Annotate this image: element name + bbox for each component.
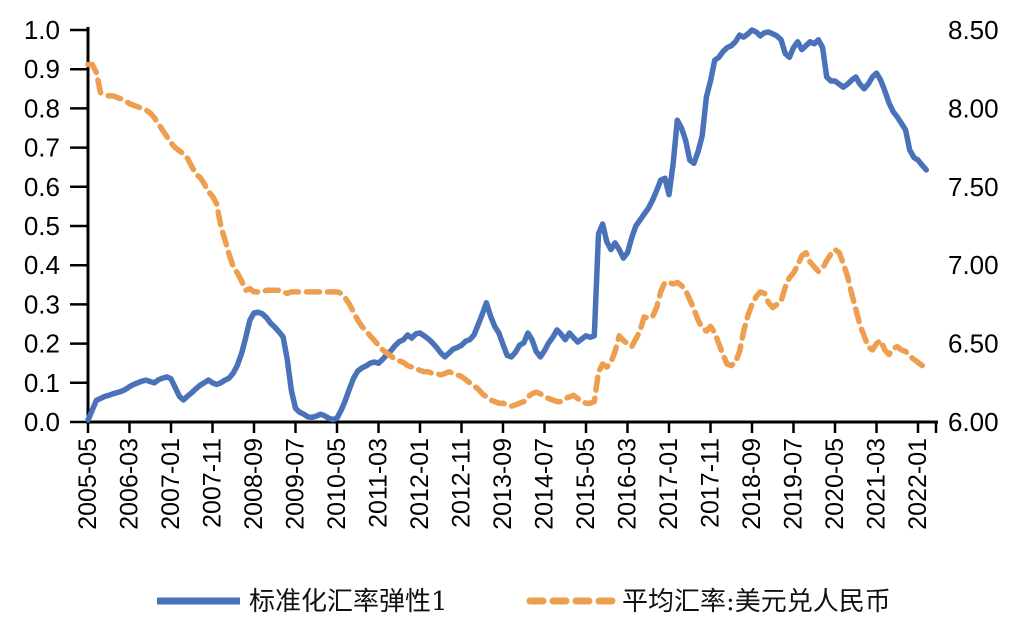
- y-right-tick-label: 8.50: [948, 15, 999, 45]
- axes: [70, 27, 938, 433]
- y-axis-left-labels: 0.0 0.1 0.2 0.3 0.4 0.5 0.6 0.7 0.8 0.9 1.0: [24, 15, 60, 437]
- x-tick-label: 2020-05: [821, 438, 849, 530]
- x-tick-label: 2005-05: [74, 438, 102, 530]
- x-tick-label: 2016-03: [614, 438, 642, 530]
- x-tick-label: 2013-09: [489, 438, 517, 530]
- series-lines: [85, 27, 930, 423]
- legend-label-exchange-rate: 平均汇率:美元兑人民币: [622, 587, 891, 617]
- x-tick-label: 2018-09: [738, 438, 766, 530]
- y-left-tick-label: 0.9: [24, 54, 60, 84]
- x-tick-label: 2014-07: [531, 438, 559, 530]
- x-tick-label: 2008-09: [240, 438, 268, 530]
- x-tick-label: 2021-03: [863, 438, 891, 530]
- y-right-tick-label: 8.00: [948, 93, 999, 123]
- x-tick-label: 2012-01: [406, 438, 434, 530]
- x-tick-label: 2017-01: [655, 438, 683, 530]
- x-tick-label: 2022-01: [904, 438, 932, 530]
- x-tick-label: 2019-07: [780, 438, 808, 530]
- x-tick-label: 2010-05: [323, 438, 351, 530]
- series-elasticity-line: [85, 27, 930, 423]
- y-right-tick-label: 7.50: [948, 172, 999, 202]
- x-tick-label: 2012-11: [448, 438, 476, 528]
- legend-label-elasticity: 标准化汇率弹性1: [249, 587, 448, 617]
- y-left-tick-label: 1.0: [24, 15, 60, 45]
- y-left-tick-label: 0.0: [24, 407, 60, 437]
- x-axis-labels: 2005-05 2006-03 2007-01 2007-11 2008-09 2009-…: [74, 438, 932, 530]
- x-tick-label: 2017-11: [697, 438, 725, 528]
- y-right-tick-label: 6.50: [948, 329, 999, 359]
- y-left-tick-label: 0.3: [24, 289, 60, 319]
- x-tick-label: 2015-05: [572, 438, 600, 530]
- y-right-tick-label: 6.00: [948, 407, 999, 437]
- x-tick-label: 2007-11: [199, 438, 227, 528]
- y-left-tick-label: 0.4: [24, 250, 60, 280]
- y-left-tick-label: 0.5: [24, 211, 60, 241]
- y-axis-right-labels: 6.00 6.50 7.00 7.50 8.00 8.50: [948, 15, 999, 437]
- y-left-tick-label: 0.7: [24, 133, 60, 163]
- x-tick-label: 2011-03: [365, 438, 393, 528]
- y-left-tick-label: 0.6: [24, 172, 60, 202]
- legend: 标准化汇率弹性1 平均汇率:美元兑人民币: [157, 587, 891, 617]
- x-tick-label: 2007-01: [157, 438, 185, 530]
- y-left-tick-label: 0.8: [24, 93, 60, 123]
- x-tick-label: 2006-03: [116, 438, 144, 530]
- y-left-tick-label: 0.1: [24, 368, 60, 398]
- series-exchange-rate-line: [85, 61, 930, 410]
- x-tick-label: 2009-07: [282, 438, 310, 530]
- y-right-tick-label: 7.00: [948, 250, 999, 280]
- y-left-tick-label: 0.2: [24, 329, 60, 359]
